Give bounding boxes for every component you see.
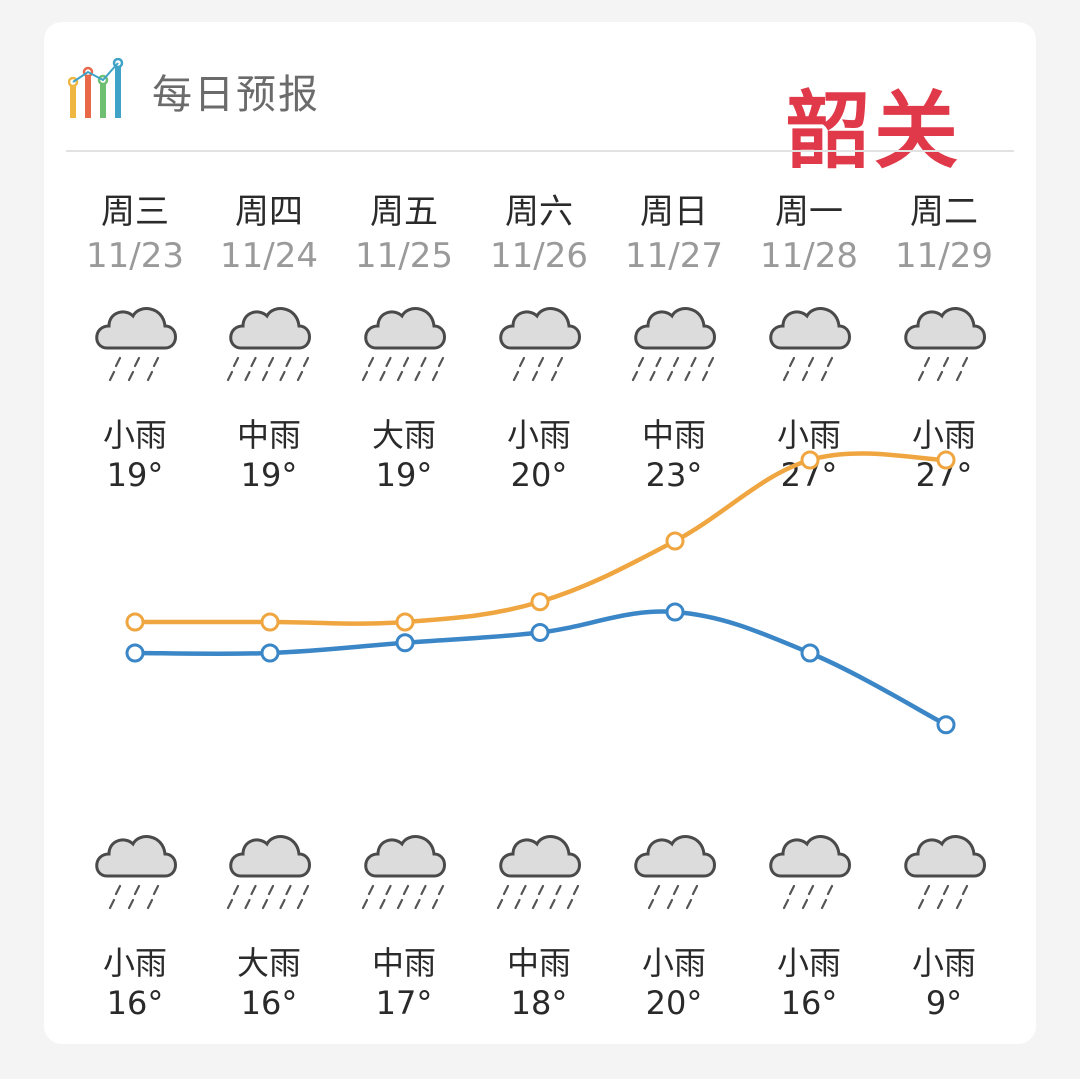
weekday-label: 周三 <box>101 192 169 232</box>
low-temp-point <box>260 643 280 663</box>
night-weather-label: 小雨 <box>641 944 706 982</box>
day-weather-label: 中雨 <box>236 416 301 454</box>
date-label: 11/25 <box>355 236 453 276</box>
day-temp-label: 23° <box>645 456 703 494</box>
high-temp-point <box>395 612 415 632</box>
light-rain-icon <box>95 835 177 910</box>
night-temp-label: 9° <box>925 984 963 1022</box>
weekday-label: 周六 <box>505 192 573 232</box>
light-rain-icon <box>769 307 851 382</box>
night-weather-icon-wrap <box>202 824 336 924</box>
day-weather-icon-wrap <box>68 296 202 396</box>
low-temp-point <box>800 643 820 663</box>
bar-chart-icon <box>68 58 124 118</box>
night-weather-icon-wrap <box>68 824 202 924</box>
high-temp-point <box>936 450 956 470</box>
night-temp-label: 20° <box>645 984 703 1022</box>
moderate-rain-icon <box>496 835 581 910</box>
day-weather-label: 小雨 <box>911 416 976 454</box>
date-label: 11/29 <box>895 236 993 276</box>
date-label: 11/24 <box>220 236 318 276</box>
day-temp-label: 19° <box>240 456 298 494</box>
high-temp-point <box>665 531 685 551</box>
date-label: 11/27 <box>625 236 723 276</box>
light-rain-icon <box>769 835 851 910</box>
night-weather-icon-wrap <box>607 824 741 924</box>
heavy-rain-icon <box>226 835 311 910</box>
night-temp-label: 16° <box>106 984 164 1022</box>
night-weather-icon-wrap <box>472 824 606 924</box>
high-temp-point <box>530 592 550 612</box>
night-weather-label: 小雨 <box>911 944 976 982</box>
low-temp-point <box>665 602 685 622</box>
night-weather-icon-wrap <box>337 824 471 924</box>
night-temp-label: 18° <box>510 984 568 1022</box>
low-temp-point <box>530 623 550 642</box>
night-weather-label: 小雨 <box>776 944 841 982</box>
night-weather-icon-wrap <box>877 824 1011 924</box>
night-weather-icon-wrap <box>742 824 876 924</box>
day-weather-icon-wrap <box>337 296 471 396</box>
high-temp-point <box>800 450 820 470</box>
high-temp-point <box>260 612 280 632</box>
day-weather-label: 小雨 <box>776 416 841 454</box>
low-temp-point <box>936 715 956 735</box>
day-weather-icon-wrap <box>607 296 741 396</box>
night-temp-label: 16° <box>780 984 838 1022</box>
weekday-label: 周四 <box>235 192 303 232</box>
weekday-label: 周五 <box>370 192 438 232</box>
day-weather-icon-wrap <box>877 296 1011 396</box>
light-rain-icon <box>499 307 581 382</box>
high-temp-point <box>125 612 145 632</box>
night-weather-label: 中雨 <box>506 944 571 982</box>
day-weather-label: 中雨 <box>641 416 706 454</box>
moderate-rain-icon <box>631 307 716 382</box>
day-temp-label: 19° <box>375 456 433 494</box>
day-weather-label: 小雨 <box>506 416 571 454</box>
day-weather-label: 大雨 <box>371 416 436 454</box>
light-rain-icon <box>904 307 986 382</box>
day-temp-label: 19° <box>106 456 164 494</box>
day-weather-label: 小雨 <box>102 416 167 454</box>
day-weather-icon-wrap <box>472 296 606 396</box>
date-label: 11/26 <box>490 236 588 276</box>
heavy-rain-icon <box>361 307 446 382</box>
light-rain-icon <box>95 307 177 382</box>
night-weather-label: 大雨 <box>236 944 301 982</box>
light-rain-icon <box>634 835 716 910</box>
night-temp-label: 17° <box>375 984 433 1022</box>
night-weather-label: 中雨 <box>371 944 436 982</box>
page-title: 每日预报 <box>152 72 320 118</box>
day-weather-icon-wrap <box>742 296 876 396</box>
header-divider <box>66 150 1014 152</box>
night-temp-label: 16° <box>240 984 298 1022</box>
weekday-label: 周一 <box>775 192 843 232</box>
weekday-label: 周日 <box>640 192 708 232</box>
day-weather-icon-wrap <box>202 296 336 396</box>
low-temp-point <box>395 633 415 653</box>
date-label: 11/28 <box>760 236 858 276</box>
date-label: 11/23 <box>86 236 184 276</box>
light-rain-icon <box>904 835 986 910</box>
night-weather-label: 小雨 <box>102 944 167 982</box>
day-temp-label: 20° <box>510 456 568 494</box>
weekday-label: 周二 <box>910 192 978 232</box>
moderate-rain-icon <box>361 835 446 910</box>
city-name: 韶关 <box>786 82 963 180</box>
low-temp-point <box>125 643 145 663</box>
moderate-rain-icon <box>226 307 311 382</box>
